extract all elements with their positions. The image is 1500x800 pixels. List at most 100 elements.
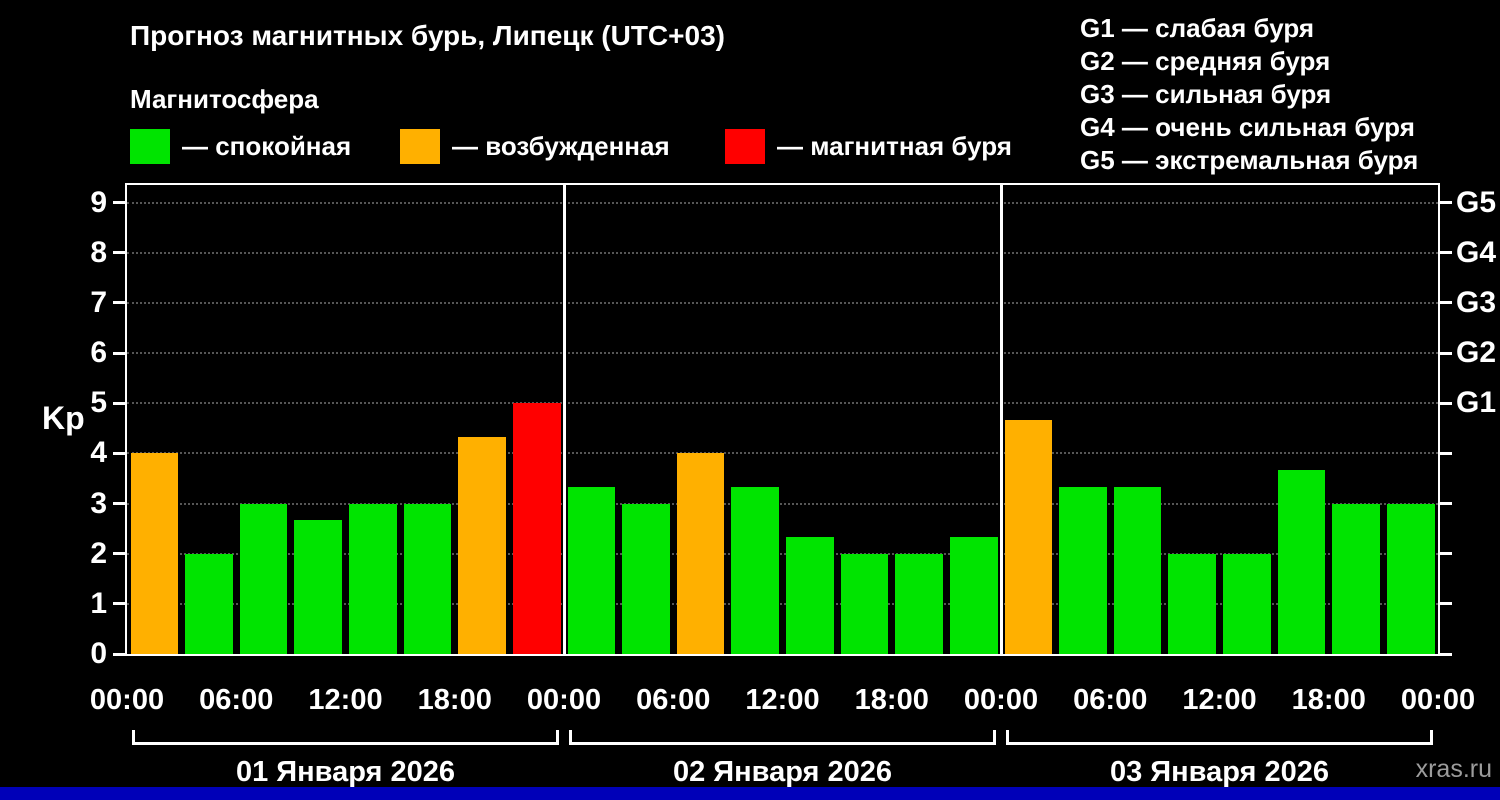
- x-tick-label: 00:00: [89, 684, 165, 716]
- kp-bar: [1332, 503, 1380, 654]
- bottom-blue-bar: [0, 787, 1500, 800]
- x-tick-label: 18:00: [1291, 684, 1366, 716]
- g2-legend-line: G2 — средняя буря: [1080, 46, 1331, 76]
- y-tick-label: 9: [90, 185, 107, 219]
- g1-legend-line: G1 — слабая буря: [1080, 13, 1315, 43]
- day-bracket-end-left: [1006, 730, 1009, 745]
- y-tick-mark-right: [1440, 251, 1452, 255]
- y-tick-mark-left: [113, 451, 125, 455]
- excited-color-swatch: [400, 129, 440, 164]
- y-tick-mark-right: [1440, 552, 1452, 556]
- g4-legend-line: G4 — очень сильная буря: [1080, 112, 1415, 142]
- kp-bar: [731, 486, 779, 654]
- day-label: 01 Января 2026: [235, 756, 456, 788]
- y-tick-mark-left: [113, 301, 125, 305]
- gridline-kp-8: [127, 251, 1438, 254]
- y-tick-mark-right: [1440, 301, 1452, 305]
- xras-watermark: xras.ru: [1415, 755, 1492, 783]
- x-tick-label: 12:00: [745, 684, 820, 716]
- g5-legend-line: G5 — экстремальная буря: [1080, 145, 1419, 175]
- x-tick-label: 18:00: [854, 684, 929, 716]
- kp-bar: [294, 520, 342, 654]
- kp-bar: [349, 503, 397, 654]
- kp-bar: [1113, 486, 1162, 654]
- legend-item-excited: — возбужденная: [400, 129, 670, 164]
- gridline-kp-6: [127, 352, 1438, 355]
- day-bracket-end-right: [556, 730, 559, 745]
- gridline-kp-1: [127, 602, 1438, 605]
- storm-scale-legend: G1 — слабая буря G2 — средняя буря G3 — …: [1080, 12, 1418, 177]
- y-axis-title: Kp: [42, 400, 85, 436]
- y-tick-label: 3: [90, 486, 107, 520]
- kp-bar: [130, 453, 179, 654]
- y-tick-label: 6: [90, 336, 107, 370]
- kp-bar: [786, 537, 834, 654]
- day-bracket-end-left: [132, 730, 135, 745]
- kp-bar: [185, 553, 233, 654]
- storm-color-swatch: [725, 129, 765, 164]
- y-tick-mark-left: [113, 401, 125, 405]
- plot-area: [125, 183, 1440, 656]
- magnetosphere-label: Магнитосфера: [130, 84, 319, 114]
- y-tick-label: 2: [90, 536, 107, 570]
- g-scale-label: G4: [1456, 235, 1497, 269]
- kp-bar: [512, 403, 561, 654]
- kp-bar: [622, 503, 670, 654]
- day-bracket-end-right: [1430, 730, 1433, 745]
- g-scale-label: G3: [1456, 285, 1497, 319]
- kp-bar: [1059, 486, 1107, 654]
- x-tick-label: 00:00: [526, 684, 602, 716]
- gridline-kp-9: [127, 201, 1438, 204]
- x-tick-label: 06:00: [636, 684, 711, 716]
- y-tick-mark-right: [1440, 401, 1452, 405]
- y-tick-mark-right: [1440, 602, 1452, 606]
- y-tick-mark-right: [1440, 351, 1452, 355]
- kp-bar: [1277, 469, 1326, 654]
- x-tick-label: 12:00: [1182, 684, 1257, 716]
- gridline-kp-3: [127, 502, 1438, 505]
- y-tick-label: 0: [90, 637, 107, 670]
- x-tick-label: 00:00: [963, 684, 1039, 716]
- day-bracket: [1006, 742, 1433, 745]
- x-tick-label: 18:00: [417, 684, 492, 716]
- day-separator: [999, 185, 1003, 654]
- y-tick-label: 8: [90, 235, 107, 269]
- legend-item-storm: — магнитная буря: [725, 129, 1012, 164]
- legend-item-quiet: — спокойная: [130, 129, 351, 164]
- gridline-kp-5: [127, 402, 1438, 405]
- x-tick-label: 06:00: [1073, 684, 1148, 716]
- day-label: 03 Января 2026: [1109, 756, 1330, 788]
- legend-label-storm: — магнитная буря: [777, 131, 1012, 161]
- kp-bar: [840, 553, 889, 654]
- kp-bar: [676, 453, 725, 654]
- quiet-color-swatch: [130, 129, 170, 164]
- day-bracket: [569, 742, 996, 745]
- kp-bar: [239, 503, 288, 654]
- day-bracket-end-right: [993, 730, 996, 745]
- x-tick-label: 06:00: [199, 684, 274, 716]
- kp-bar: [1386, 503, 1435, 654]
- day-bracket: [132, 742, 559, 745]
- y-tick-mark-left: [113, 502, 125, 506]
- g-scale-label: G5: [1456, 185, 1497, 219]
- chart-title: Прогноз магнитных бурь, Липецк (UTC+03): [130, 20, 725, 51]
- y-tick-mark-right: [1440, 201, 1452, 205]
- kp-bar: [895, 553, 943, 654]
- y-tick-mark-right: [1440, 652, 1452, 656]
- kp-bar: [567, 486, 616, 654]
- kp-bar: [1223, 553, 1271, 654]
- g3-legend-line: G3 — сильная буря: [1080, 79, 1332, 109]
- gridline-kp-7: [127, 301, 1438, 304]
- gridline-kp-4: [127, 452, 1438, 455]
- day-bracket-end-left: [569, 730, 572, 745]
- y-tick-label: 4: [90, 436, 107, 470]
- kp-bar: [949, 537, 998, 654]
- y-tick-mark-left: [113, 552, 125, 556]
- state-legend: — спокойная — возбужденная — магнитная б…: [130, 129, 1130, 167]
- g-scale-label: G2: [1456, 336, 1497, 370]
- day-separator: [562, 185, 566, 654]
- y-tick-label: 1: [90, 586, 107, 620]
- y-tick-mark-right: [1440, 502, 1452, 506]
- legend-label-quiet: — спокойная: [182, 131, 352, 161]
